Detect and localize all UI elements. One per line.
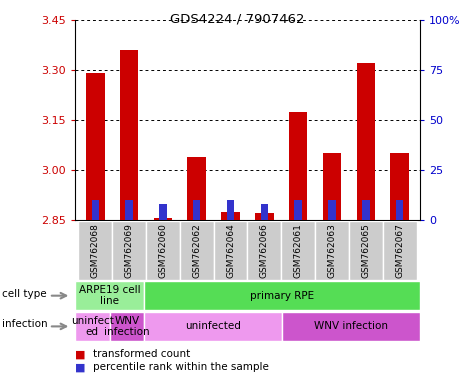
Bar	[261, 204, 268, 220]
Text: GSM762067: GSM762067	[395, 223, 404, 278]
Text: primary RPE: primary RPE	[250, 291, 314, 301]
Bar	[214, 221, 247, 280]
Text: WNV infection: WNV infection	[314, 321, 388, 331]
Bar	[144, 312, 282, 341]
Bar	[159, 204, 167, 220]
Bar	[294, 200, 302, 220]
Bar	[390, 153, 409, 220]
Bar	[362, 200, 370, 220]
Bar	[86, 73, 104, 220]
Bar	[193, 200, 200, 220]
Text: ARPE19 cell
line: ARPE19 cell line	[79, 285, 140, 306]
Bar	[396, 200, 403, 220]
Bar	[221, 212, 240, 220]
Bar	[153, 218, 172, 220]
Text: GSM762066: GSM762066	[260, 223, 269, 278]
Text: WNV
infection: WNV infection	[104, 316, 150, 337]
Bar	[281, 221, 315, 280]
Bar	[78, 221, 112, 280]
Bar	[282, 312, 420, 341]
Bar	[125, 200, 133, 220]
Bar	[146, 221, 180, 280]
Bar	[289, 112, 307, 220]
Bar	[92, 200, 99, 220]
Bar	[255, 214, 274, 220]
Text: uninfect
ed: uninfect ed	[71, 316, 114, 337]
Bar	[112, 221, 146, 280]
Bar	[227, 200, 234, 220]
Bar	[247, 221, 281, 280]
Text: ■: ■	[75, 349, 86, 359]
Bar	[323, 153, 342, 220]
Bar	[180, 221, 214, 280]
Bar	[75, 312, 110, 341]
Text: GSM762063: GSM762063	[327, 223, 336, 278]
Text: GSM762061: GSM762061	[294, 223, 303, 278]
Bar	[357, 63, 375, 220]
Text: GSM762069: GSM762069	[124, 223, 133, 278]
Text: GSM762064: GSM762064	[226, 223, 235, 278]
Text: GSM762068: GSM762068	[91, 223, 100, 278]
Text: GSM762065: GSM762065	[361, 223, 371, 278]
Text: cell type: cell type	[2, 289, 47, 299]
Bar	[144, 281, 420, 310]
Text: GSM762062: GSM762062	[192, 223, 201, 278]
Bar	[315, 221, 349, 280]
Text: GDS4224 / 7907462: GDS4224 / 7907462	[170, 12, 305, 25]
Text: uninfected: uninfected	[185, 321, 241, 331]
Text: transformed count: transformed count	[93, 349, 190, 359]
Bar	[328, 200, 336, 220]
Bar	[349, 221, 383, 280]
Text: GSM762060: GSM762060	[159, 223, 168, 278]
Bar	[75, 281, 144, 310]
Bar	[188, 157, 206, 220]
Bar	[110, 312, 144, 341]
Bar	[120, 50, 138, 220]
Text: percentile rank within the sample: percentile rank within the sample	[93, 362, 269, 372]
Text: infection: infection	[2, 319, 48, 329]
Text: ■: ■	[75, 362, 86, 372]
Bar	[383, 221, 417, 280]
